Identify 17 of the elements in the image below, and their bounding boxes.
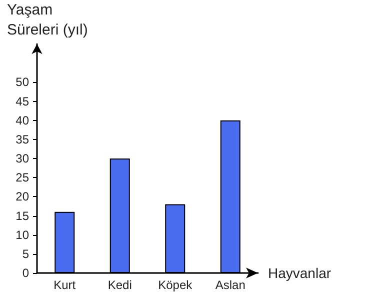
y-tick-label: 45 [16,94,30,108]
y-tick-label: 0 [22,266,30,280]
x-tick-label: Köpek [158,278,194,292]
y-tick-label: 20 [16,190,30,204]
y-tick-label: 25 [16,170,30,185]
y-tick-label: 50 [16,75,30,90]
y-tick-label: 40 [16,113,30,128]
y-tick-label: 35 [16,132,30,146]
y-tick-label: 30 [16,152,30,166]
x-tick-label: Kurt [54,278,76,292]
x-axis-title: Hayvanlar [268,265,332,281]
x-tick-label: Aslan [215,278,246,292]
x-tick-label: Kedi [108,278,132,292]
y-tick-label: 5 [22,246,30,261]
y-tick-label: 15 [16,208,30,223]
y-tick-label: 10 [16,228,30,242]
y-axis-title: Yaşam Süreleri (yıl) [7,2,88,38]
